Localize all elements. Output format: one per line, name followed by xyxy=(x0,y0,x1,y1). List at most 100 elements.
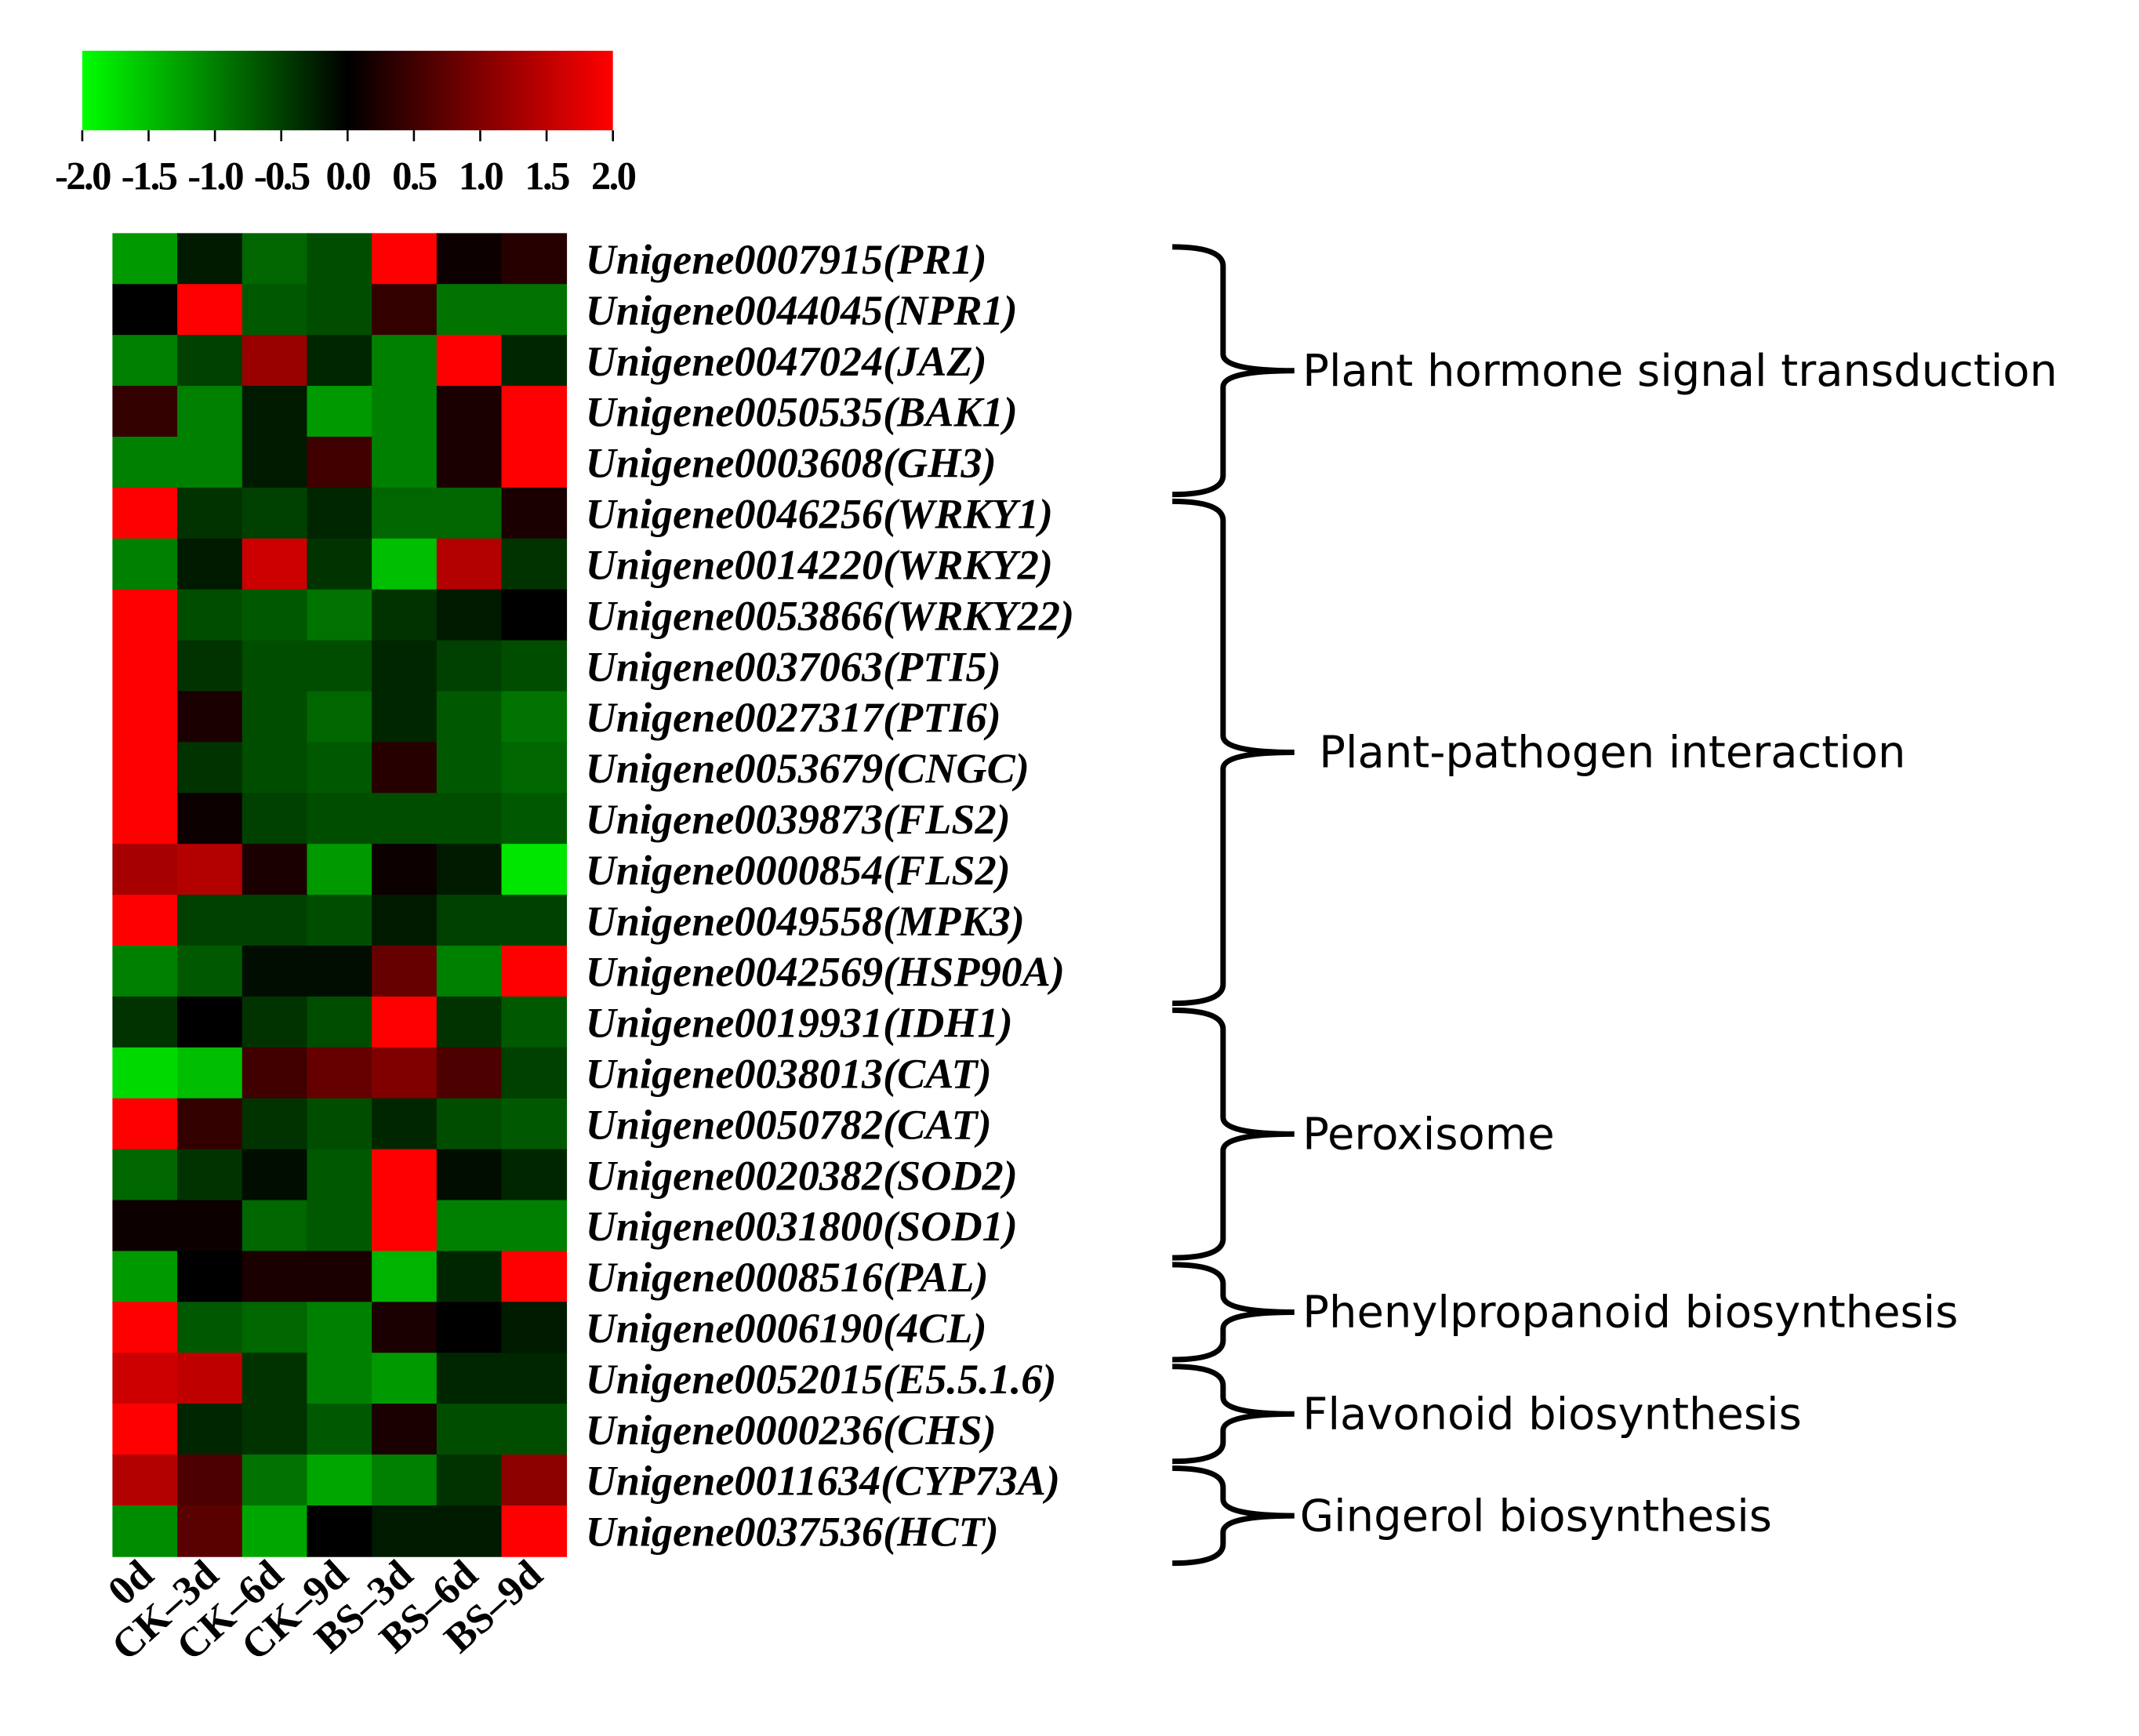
heatmap-cell xyxy=(372,1251,438,1303)
heatmap-cell xyxy=(242,335,308,387)
heatmap-cell xyxy=(501,1047,568,1099)
row-label: Unigene0031800(SOD1) xyxy=(586,1203,1018,1250)
heatmap-cell xyxy=(436,1149,503,1201)
row-label: Unigene0037536(HCT) xyxy=(586,1509,999,1556)
heatmap-cell xyxy=(501,589,568,641)
row-label: Unigene0003608(GH3) xyxy=(586,440,997,487)
heatmap-cell xyxy=(112,742,178,794)
heatmap-cell xyxy=(242,1047,308,1099)
heatmap-cell xyxy=(372,996,438,1048)
group-label: Plant-pathogen interaction xyxy=(1319,728,1905,779)
heatmap-cell xyxy=(436,640,503,692)
heatmap-cell xyxy=(372,284,438,336)
heatmap-cell xyxy=(242,691,308,743)
row-label: Unigene0039873(FLS2) xyxy=(586,796,1011,843)
row-label: Unigene0042569(HSP90A) xyxy=(586,949,1065,996)
heatmap-cell xyxy=(112,1200,178,1252)
heatmap-cell xyxy=(436,538,503,590)
heatmap-cell xyxy=(307,996,373,1048)
heatmap-cell xyxy=(242,1200,308,1252)
colorbar-tick-label: 0.0 xyxy=(326,154,371,198)
heatmap-cell xyxy=(501,436,568,488)
heatmap-cell xyxy=(436,487,503,539)
colorbar-tick-label: -0.5 xyxy=(254,154,310,198)
colorbar-tick-label: 1.5 xyxy=(525,154,569,198)
heatmap-cell xyxy=(501,1404,568,1455)
heatmap-cell xyxy=(307,1251,373,1303)
row-label: Unigene0053679(CNGC) xyxy=(586,745,1030,792)
heatmap-cell xyxy=(242,1098,308,1150)
heatmap-cell xyxy=(307,844,373,895)
heatmap-cell xyxy=(242,1302,308,1354)
heatmap-cell xyxy=(501,1098,568,1150)
heatmap-cell xyxy=(112,1505,178,1557)
bracket xyxy=(1172,1364,1295,1465)
colorbar-tick-label: -1.5 xyxy=(122,154,177,198)
heatmap-cell xyxy=(372,233,438,285)
heatmap-cell xyxy=(112,1455,178,1506)
heatmap-cell xyxy=(242,996,308,1048)
heatmap-cell xyxy=(501,538,568,590)
heatmap-cell xyxy=(112,946,178,997)
heatmap-cell xyxy=(112,793,178,845)
heatmap-cell xyxy=(501,1353,568,1405)
row-label: Unigene0050535(BAK1) xyxy=(586,389,1018,436)
heatmap-cell xyxy=(242,1251,308,1303)
heatmap-cell xyxy=(242,1505,308,1557)
heatmap-cell xyxy=(177,487,243,539)
heatmap-cell xyxy=(307,487,373,539)
heatmap-cell xyxy=(177,1353,243,1405)
heatmap-cell xyxy=(436,436,503,488)
heatmap-cell xyxy=(436,1455,503,1506)
colorbar-tick-label: -2.0 xyxy=(55,154,111,198)
row-label: Unigene0027317(PTI6) xyxy=(586,694,1001,741)
heatmap-cell xyxy=(177,844,243,895)
heatmap-cell xyxy=(242,793,308,845)
heatmap-cell xyxy=(307,1302,373,1354)
heatmap-cell xyxy=(372,335,438,387)
heatmap-cell xyxy=(307,793,373,845)
heatmap-cell xyxy=(501,742,568,794)
heatmap-cell xyxy=(242,436,308,488)
heatmap-cell xyxy=(501,640,568,692)
heatmap-cell xyxy=(177,946,243,997)
heatmap-cell xyxy=(307,1353,373,1405)
heatmap-cell xyxy=(436,691,503,743)
heatmap-cell xyxy=(242,640,308,692)
heatmap-cell xyxy=(307,335,373,387)
heatmap-cell xyxy=(307,589,373,641)
bracket xyxy=(1172,498,1295,1007)
heatmap-cell xyxy=(177,233,243,285)
heatmap-cell xyxy=(177,1404,243,1455)
heatmap-cell xyxy=(112,233,178,285)
row-label: Unigene0011634(CYP73A) xyxy=(586,1458,1060,1505)
group-label: Gingerol biosynthesis xyxy=(1300,1491,1772,1542)
heatmap-cell xyxy=(372,1047,438,1099)
heatmap-cell xyxy=(372,1098,438,1150)
colorbar-tick-label: 1.0 xyxy=(459,154,503,198)
heatmap-cell xyxy=(372,691,438,743)
heatmap-cell xyxy=(501,487,568,539)
heatmap-cell xyxy=(372,1149,438,1201)
row-label: Unigene0037063(PTI5) xyxy=(586,643,1001,690)
heatmap-cell xyxy=(112,1353,178,1405)
heatmap-cell xyxy=(307,691,373,743)
heatmap-cell xyxy=(242,895,308,946)
heatmap-cell xyxy=(307,284,373,336)
heatmap-cell xyxy=(372,589,438,641)
bracket xyxy=(1172,244,1295,498)
heatmap-cell xyxy=(177,793,243,845)
heatmap-cell xyxy=(501,946,568,997)
heatmap-cell xyxy=(177,335,243,387)
heatmap-cell xyxy=(307,946,373,997)
heatmap-cell xyxy=(501,1251,568,1303)
heatmap-cell xyxy=(307,436,373,488)
row-label: Unigene0049558(MPK3) xyxy=(586,898,1025,945)
heatmap-cell xyxy=(242,1149,308,1201)
row-label: Unigene0019931(IDH1) xyxy=(586,1000,1013,1047)
heatmap-cell xyxy=(372,436,438,488)
heatmap-cell xyxy=(242,946,308,997)
heatmap-cell xyxy=(372,1302,438,1354)
heatmap-cell xyxy=(112,996,178,1048)
heatmap-cell xyxy=(372,386,438,438)
